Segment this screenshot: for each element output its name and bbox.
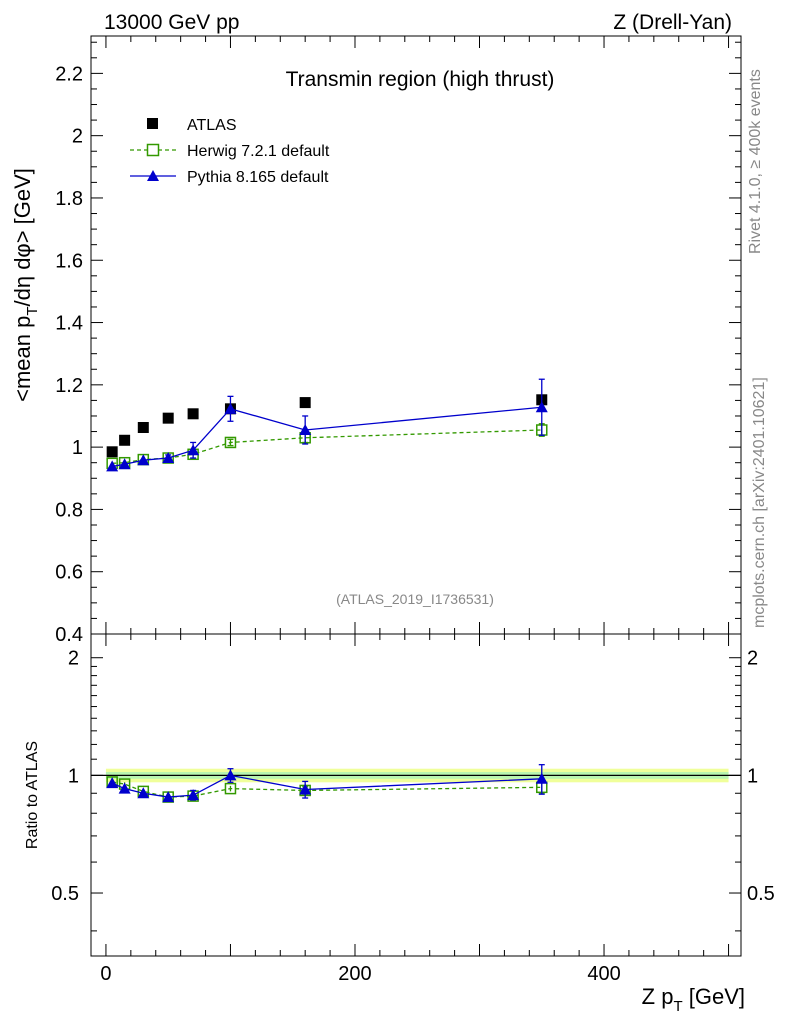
pythia-point (187, 444, 200, 456)
legend: ATLAS Herwig 7.2.1 default Pythia 8.165 … (130, 117, 330, 186)
atlas-point (119, 434, 131, 446)
pythia-ratio-point (187, 789, 200, 801)
analysis-watermark: (ATLAS_2019_I1736531) (336, 591, 494, 607)
plot-title: Transmin region (high thrust) (286, 68, 555, 91)
legend-atlas-marker (147, 118, 158, 129)
ratio-y-tick-label-right: 2 (747, 648, 758, 670)
y-tick-label: 1.2 (55, 375, 83, 397)
main-x-ticks (105, 36, 730, 634)
legend-herwig-marker (146, 143, 160, 157)
legend-pythia-marker (147, 170, 159, 181)
ratio-y-axis: 0.5 0.5 1 1 2 2 (51, 648, 775, 932)
atlas-point (106, 446, 118, 458)
pythia-point (224, 402, 237, 414)
main-y-axis: 0.4 0.6 0.8 1 1.2 1.4 1.6 1.8 2 2.2 (55, 41, 741, 646)
ratio-y-tick-label-right: 1 (747, 765, 758, 787)
ratio-plot-frame (90, 633, 742, 957)
y-tick-label: 0.6 (55, 562, 83, 584)
pythia-point (535, 401, 548, 413)
process-label: Z (Drell-Yan) (613, 11, 732, 34)
ratio-uncertainty-band (91, 768, 741, 783)
atlas-point (299, 397, 311, 409)
y-tick-label: 1 (72, 437, 83, 459)
ratio-y-tick-label-right: 0.5 (747, 883, 775, 905)
pythia-line (112, 406, 542, 468)
herwig-ratio-point (224, 782, 237, 795)
rivet-label: Rivet 4.1.0, ≥ 400k events (747, 69, 764, 254)
main-y-axis-label: <mean pT/dη dφ> [GeV] (10, 168, 41, 402)
y-tick-label: 1.4 (55, 313, 83, 335)
legend-pythia-label: Pythia 8.165 default (187, 169, 329, 186)
energy-label: 13000 GeV pp (104, 11, 239, 34)
pythia-ratio-point (137, 787, 150, 799)
atlas-point (187, 408, 199, 420)
y-tick-label: 1.6 (55, 250, 83, 272)
x-tick-label: 0 (100, 963, 111, 985)
main-series (106, 378, 548, 472)
pythia-ratio-point (162, 791, 175, 803)
y-tick-label: 2 (72, 126, 83, 148)
ratio-x-axis: 0 200 400 (100, 634, 730, 985)
atlas-point (162, 412, 174, 424)
mcplots-label: mcplots.cern.ch [arXiv:2401.10621] (751, 377, 768, 628)
ratio-y-tick-label: 0.5 (51, 883, 79, 905)
pythia-point (162, 452, 175, 464)
pythia-ratio-point (118, 782, 131, 794)
ratio-y-tick-label: 1 (68, 765, 79, 787)
herwig-point (224, 436, 237, 449)
ratio-series (106, 764, 548, 803)
herwig-line (112, 429, 542, 464)
y-tick-label: 0.4 (55, 624, 83, 646)
pythia-ratio-point (299, 783, 312, 795)
pythia-point (299, 423, 312, 435)
pythia-point (106, 460, 119, 472)
y-tick-label: 0.8 (55, 499, 83, 521)
x-axis-label: Z pT [GeV] (642, 984, 745, 1015)
legend-herwig-label: Herwig 7.2.1 default (187, 143, 330, 160)
ratio-y-tick-label: 2 (68, 648, 79, 670)
pythia-point (137, 454, 150, 466)
x-tick-label: 200 (338, 963, 371, 985)
herwig-ratio-line (112, 781, 542, 798)
x-tick-label: 400 (587, 963, 620, 985)
atlas-point (137, 422, 149, 434)
pythia-ratio-point (535, 772, 548, 784)
pythia-ratio-point (106, 777, 119, 789)
pythia-ratio-point (224, 769, 237, 781)
y-tick-label: 1.8 (55, 188, 83, 210)
ratio-y-axis-label: Ratio to ATLAS (24, 741, 41, 849)
y-tick-label: 2.2 (55, 63, 83, 85)
pythia-point (118, 458, 131, 470)
legend-atlas-label: ATLAS (187, 117, 237, 134)
